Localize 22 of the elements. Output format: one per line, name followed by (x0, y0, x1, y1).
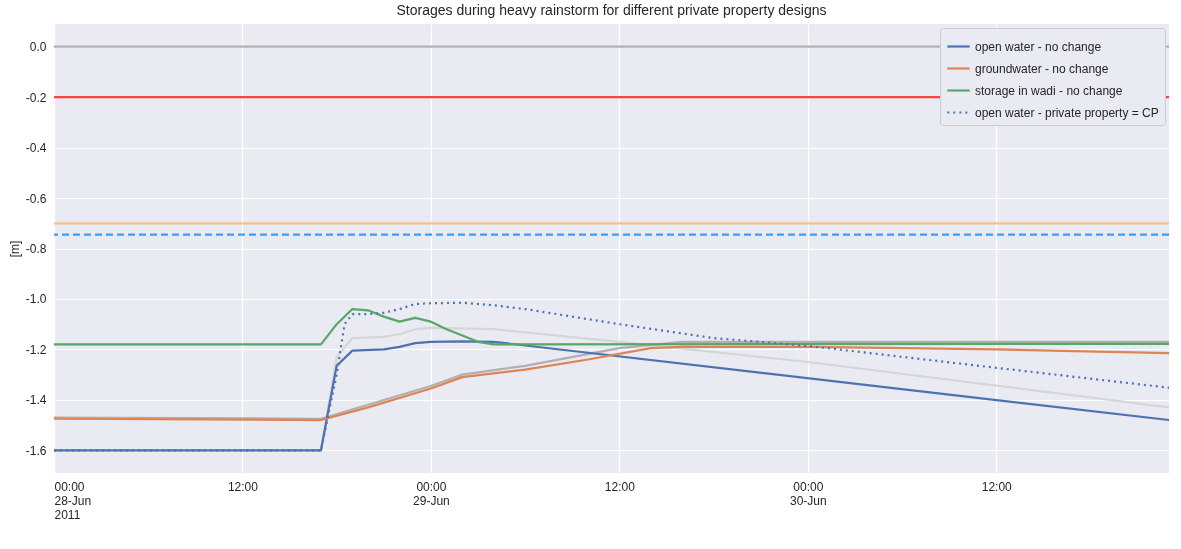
x-tick-label: 00:00 28-Jun 2011 (54, 479, 92, 522)
y-tick-label: -1.0 (25, 292, 47, 307)
x-tick-label: 00:00 30-Jun (789, 479, 827, 508)
y-tick-label: 0.0 (29, 40, 47, 55)
line-series (52, 307, 1171, 346)
y-axis-title: [m] (7, 240, 22, 258)
y-tick-label: -1.4 (25, 393, 47, 408)
legend-label: groundwater - no change (975, 61, 1109, 76)
y-tick-label: -0.4 (25, 141, 47, 156)
x-tick-label: 12:00 (981, 479, 1013, 494)
legend-label: open water - no change (975, 39, 1102, 54)
y-tick-label: -1.6 (25, 443, 47, 458)
y-tick-label: -0.6 (25, 191, 47, 206)
x-tick-label: 12:00 (227, 479, 259, 494)
x-tick-label: 12:00 (604, 479, 636, 494)
chart-title: Storages during heavy rainstorm for different private property designs (396, 2, 827, 18)
y-tick-label: -0.8 (25, 242, 47, 256)
y-tick-label: -1.2 (25, 342, 47, 357)
x-tick-label: 00:00 29-Jun (413, 479, 450, 508)
y-tick-label: -0.2 (25, 90, 47, 105)
legend-label: open water - private property = CP (975, 105, 1159, 120)
legend-label: storage in wadi - no change (975, 83, 1123, 98)
